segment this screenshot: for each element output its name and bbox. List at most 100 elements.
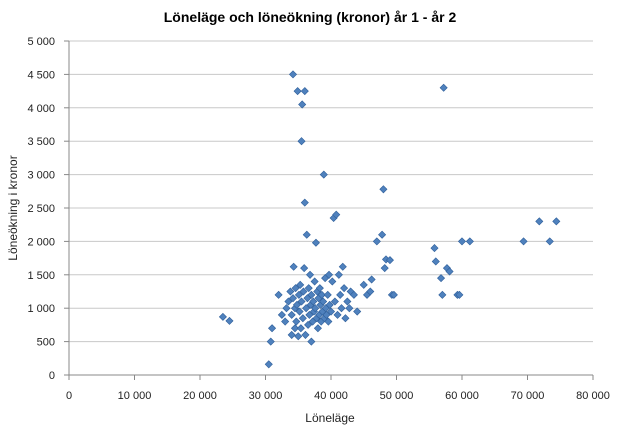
data-point: [323, 290, 332, 299]
data-point: [281, 317, 290, 326]
data-point: [277, 310, 286, 319]
data-point: [322, 310, 331, 319]
data-point: [349, 290, 358, 299]
data-point: [336, 290, 345, 299]
data-point: [445, 267, 454, 276]
data-points: [218, 70, 561, 369]
data-point: [455, 290, 464, 299]
data-point: [293, 87, 302, 96]
data-point: [378, 230, 387, 239]
x-tick-label: 0: [66, 390, 72, 402]
data-point: [310, 277, 319, 286]
data-point: [334, 270, 343, 279]
data-point: [292, 317, 301, 326]
data-point: [299, 287, 308, 296]
x-tick-label: 10 000: [118, 390, 152, 402]
x-tick-label: 50 000: [380, 390, 414, 402]
data-point: [289, 262, 298, 271]
x-tick-label: 20 000: [183, 390, 217, 402]
data-point: [296, 324, 305, 333]
data-point: [535, 217, 544, 226]
data-point: [291, 284, 300, 293]
data-point: [341, 314, 350, 323]
data-point: [288, 294, 298, 303]
data-point: [305, 310, 314, 319]
data-point: [430, 244, 439, 253]
data-point: [309, 297, 318, 306]
data-point: [301, 330, 310, 339]
y-tick-label: 1 500: [27, 270, 55, 282]
data-point: [338, 262, 347, 271]
y-tick-label: 2 500: [27, 203, 55, 215]
data-point: [297, 297, 306, 306]
chart-title: Löneläge och löneökning (kronor) år 1 - …: [164, 9, 457, 25]
x-tick-label: 70 000: [511, 390, 545, 402]
data-point: [225, 316, 234, 325]
data-point: [292, 300, 301, 309]
data-point: [284, 297, 293, 306]
data-point: [380, 264, 389, 273]
data-point: [296, 280, 305, 289]
data-point: [307, 337, 316, 346]
axes: [64, 40, 594, 380]
data-point: [353, 307, 362, 316]
data-point: [302, 230, 311, 239]
data-point: [311, 304, 320, 313]
y-tick-label: 3 000: [27, 170, 55, 182]
y-tick-label: 4 000: [27, 103, 55, 115]
data-point: [218, 312, 227, 321]
data-point: [439, 83, 448, 92]
y-axis-label: Löneökning i kronor: [6, 155, 20, 260]
tick-labels: 0 500 1 000 1 500 2 000 2 500 3 000 3 500 4 000 4…: [27, 36, 609, 402]
data-point: [298, 314, 307, 323]
data-point: [288, 70, 298, 79]
data-point: [290, 324, 299, 333]
x-axis-label: Löneläge: [305, 411, 355, 425]
data-point: [306, 270, 315, 279]
data-point: [385, 256, 394, 265]
data-point: [326, 307, 336, 316]
data-point: [389, 290, 398, 299]
data-point: [340, 284, 349, 293]
data-point: [366, 287, 375, 296]
data-point: [367, 275, 376, 284]
data-point: [325, 300, 334, 309]
data-point: [332, 210, 341, 219]
data-point: [264, 360, 273, 369]
data-point: [552, 217, 561, 226]
data-point: [266, 337, 275, 346]
y-tick-label: 0: [49, 370, 55, 382]
data-point: [379, 185, 388, 194]
data-point: [465, 237, 474, 246]
data-point: [317, 290, 326, 299]
data-point: [333, 310, 342, 319]
data-point: [295, 307, 304, 316]
data-point: [372, 237, 381, 246]
y-tick-label: 2 000: [27, 236, 55, 248]
x-tick-label: 30 000: [249, 390, 283, 402]
data-point: [304, 284, 313, 293]
data-point: [300, 198, 309, 207]
data-point: [324, 317, 333, 326]
data-point: [345, 304, 354, 313]
data-point: [437, 274, 446, 283]
y-tick-label: 500: [37, 337, 55, 349]
data-point: [298, 100, 307, 109]
data-point: [274, 290, 283, 299]
data-point: [359, 280, 368, 289]
y-tick-label: 1 000: [27, 303, 55, 315]
data-point: [287, 330, 296, 339]
data-point: [337, 304, 346, 313]
y-tick-label: 3 500: [27, 136, 55, 148]
data-point: [330, 297, 339, 306]
x-tick-label: 40 000: [314, 390, 348, 402]
data-point: [282, 304, 291, 313]
x-tick-label: 60 000: [445, 390, 479, 402]
data-point: [287, 310, 296, 319]
data-point: [286, 287, 295, 296]
data-point: [300, 264, 309, 273]
data-point: [300, 87, 309, 96]
data-point: [302, 304, 311, 313]
data-point: [328, 277, 337, 286]
